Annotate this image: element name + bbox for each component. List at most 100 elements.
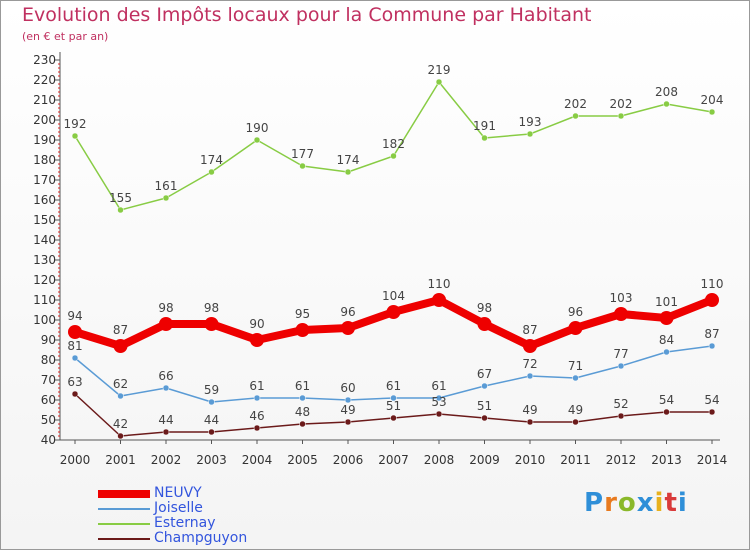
point-esternay <box>435 78 443 86</box>
point-joiselle <box>71 354 79 362</box>
point-champguyon <box>572 418 579 426</box>
data-label-joiselle: 67 <box>477 367 492 381</box>
legend-item-esternay: Esternay <box>98 516 247 531</box>
x-tick-label: 2004 <box>242 453 273 467</box>
point-champguyon <box>253 424 261 432</box>
data-label-joiselle: 59 <box>204 383 219 397</box>
logo-letter: i <box>677 488 688 518</box>
y-tick-label: 70 <box>41 373 56 387</box>
y-tick-label: 150 <box>33 213 56 227</box>
data-label-esternay: 191 <box>473 119 496 133</box>
data-label-joiselle: 62 <box>113 377 128 391</box>
legend-swatch <box>98 522 150 525</box>
logo-letter: r <box>604 488 618 518</box>
point-neuvy <box>477 317 492 331</box>
logo-letter: P <box>584 488 605 518</box>
point-esternay <box>71 132 79 140</box>
point-neuvy <box>295 323 310 337</box>
data-label-neuvy: 110 <box>701 277 724 291</box>
point-champguyon <box>481 414 488 422</box>
point-esternay <box>162 194 170 202</box>
logo-letter: i <box>654 488 665 518</box>
data-label-esternay: 193 <box>519 115 542 129</box>
x-tick-label: 2007 <box>378 453 409 467</box>
x-tick-label: 2005 <box>287 453 318 467</box>
point-neuvy <box>432 293 446 307</box>
data-label-champguyon: 44 <box>204 413 219 427</box>
data-label-champguyon: 53 <box>431 395 446 409</box>
chart-title: Evolution des Impôts locaux pour la Comm… <box>22 4 592 26</box>
x-tick-label: 2000 <box>60 453 91 467</box>
point-esternay <box>572 112 579 120</box>
x-tick-label: 2001 <box>105 453 136 467</box>
data-label-joiselle: 71 <box>568 359 583 373</box>
y-tick-label: 100 <box>33 313 56 327</box>
x-tick-label: 2006 <box>333 453 364 467</box>
logo-letter: t <box>664 488 678 518</box>
point-neuvy <box>705 293 719 307</box>
point-esternay <box>481 134 488 142</box>
point-neuvy <box>659 311 674 325</box>
data-label-champguyon: 49 <box>340 403 355 417</box>
point-neuvy <box>568 321 583 335</box>
data-label-joiselle: 60 <box>340 381 355 395</box>
point-champguyon <box>162 428 170 436</box>
point-joiselle <box>572 374 579 382</box>
y-tick-label: 210 <box>33 93 56 107</box>
point-esternay <box>708 108 716 116</box>
data-label-joiselle: 77 <box>613 347 628 361</box>
chart-legend: NEUVY Joiselle Esternay Champguyon <box>98 486 247 546</box>
point-neuvy <box>159 317 173 331</box>
data-label-joiselle: 84 <box>659 333 674 347</box>
y-tick-label: 110 <box>33 293 56 307</box>
point-joiselle <box>299 394 306 402</box>
data-label-joiselle: 61 <box>431 379 446 393</box>
point-joiselle <box>663 348 670 356</box>
data-label-esternay: 174 <box>200 153 223 167</box>
point-champguyon <box>435 410 443 418</box>
legend-item-neuvy: NEUVY <box>98 486 247 501</box>
data-label-champguyon: 42 <box>113 417 128 431</box>
y-tick-label: 230 <box>33 53 56 67</box>
legend-swatch <box>98 489 150 498</box>
point-joiselle <box>481 382 488 390</box>
point-champguyon <box>708 408 716 416</box>
data-label-joiselle: 87 <box>704 327 719 341</box>
data-label-joiselle: 61 <box>386 379 401 393</box>
y-tick-label: 80 <box>41 353 56 367</box>
data-label-champguyon: 54 <box>704 393 719 407</box>
data-label-joiselle: 81 <box>67 339 82 353</box>
y-tick-label: 50 <box>41 413 56 427</box>
data-label-champguyon: 63 <box>67 375 82 389</box>
data-label-esternay: 174 <box>337 153 360 167</box>
legend-label: Champguyon <box>154 530 248 546</box>
point-neuvy <box>113 339 128 353</box>
data-label-champguyon: 49 <box>522 403 537 417</box>
data-label-champguyon: 51 <box>477 399 492 413</box>
point-joiselle <box>117 392 124 400</box>
y-tick-label: 200 <box>33 113 56 127</box>
data-label-neuvy: 95 <box>295 307 310 321</box>
data-label-neuvy: 87 <box>522 323 537 337</box>
point-joiselle <box>253 394 261 402</box>
point-champguyon <box>663 408 670 416</box>
point-joiselle <box>344 396 352 404</box>
point-neuvy <box>204 317 219 331</box>
data-label-champguyon: 51 <box>386 399 401 413</box>
data-label-champguyon: 54 <box>659 393 674 407</box>
data-label-joiselle: 61 <box>295 379 310 393</box>
point-joiselle <box>526 372 534 380</box>
point-esternay <box>344 168 352 176</box>
point-joiselle <box>162 384 170 392</box>
data-label-neuvy: 98 <box>204 301 219 315</box>
point-champguyon <box>117 432 124 440</box>
x-tick-label: 2003 <box>196 453 227 467</box>
data-label-neuvy: 110 <box>428 277 451 291</box>
data-label-neuvy: 101 <box>655 295 678 309</box>
legend-label: Joiselle <box>154 500 203 516</box>
data-label-esternay: 219 <box>428 63 451 77</box>
point-champguyon <box>299 420 306 428</box>
data-label-joiselle: 66 <box>158 369 173 383</box>
data-label-esternay: 204 <box>701 93 724 107</box>
